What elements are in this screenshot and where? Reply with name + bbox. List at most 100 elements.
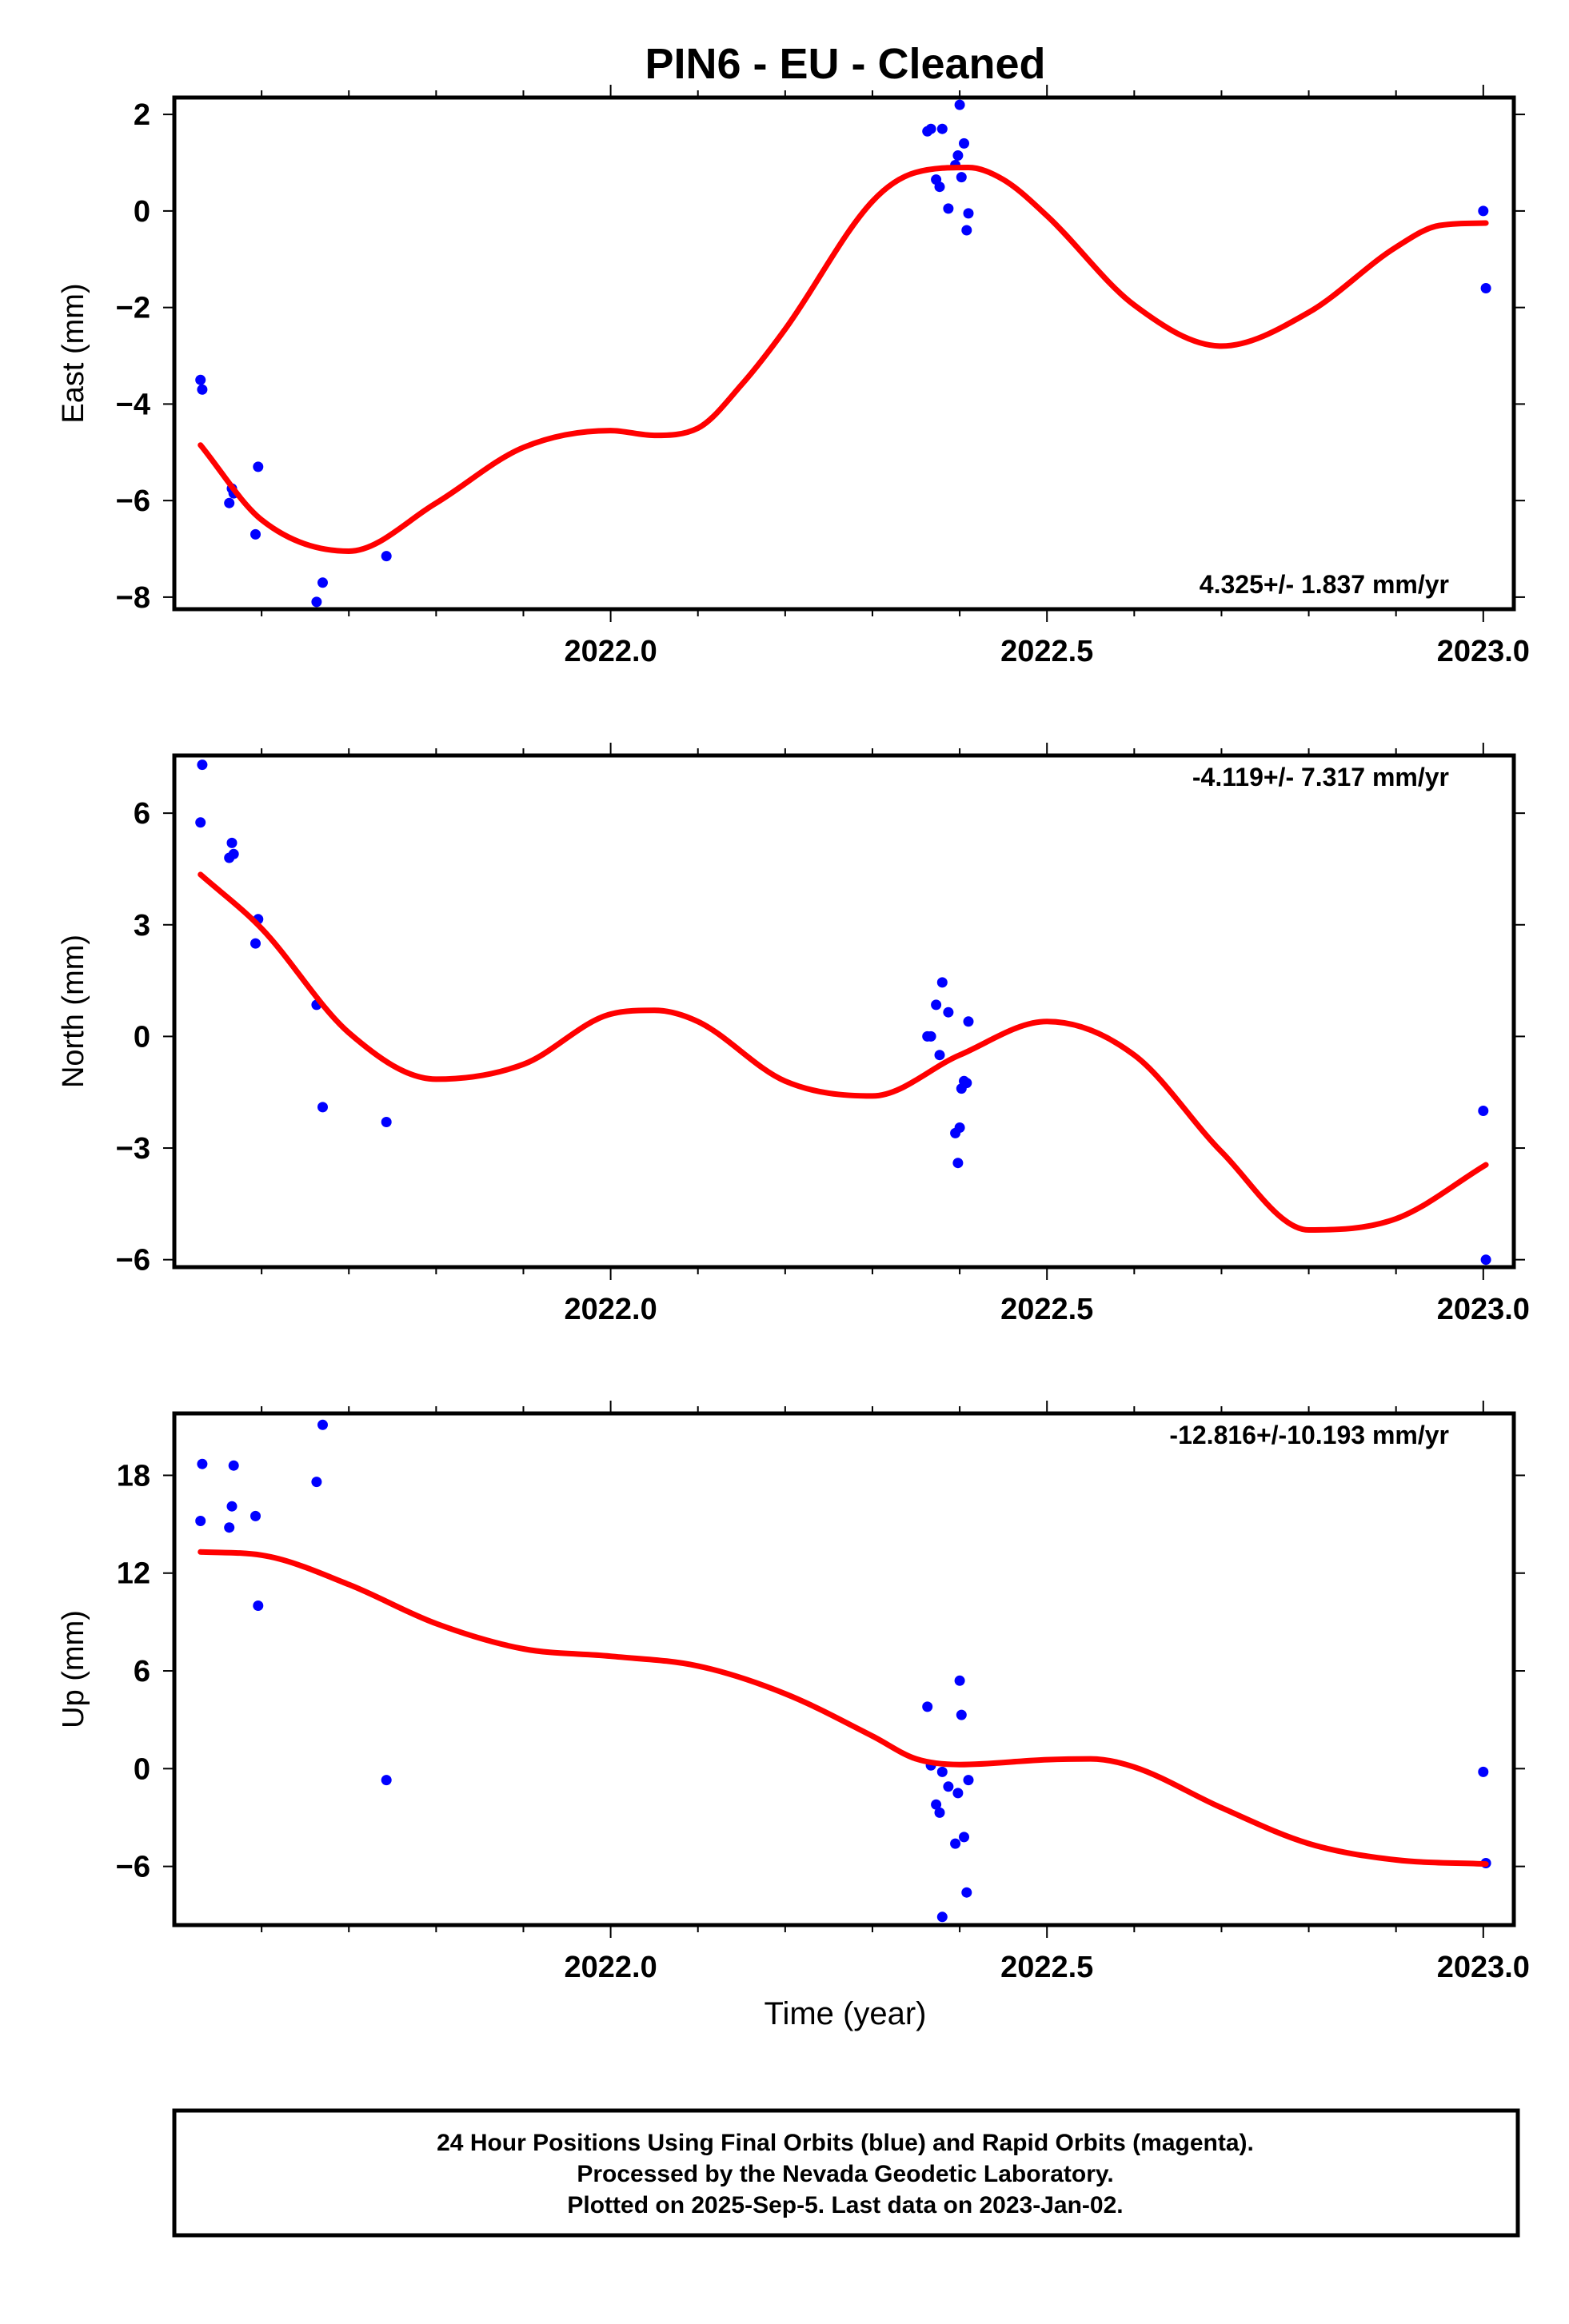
up-data-point — [228, 1460, 239, 1471]
up-data-point — [250, 1510, 261, 1521]
north-data-point — [1480, 1254, 1491, 1266]
up-data-point — [224, 1522, 235, 1533]
east-plot-frame — [172, 95, 1516, 612]
east-data-point — [381, 551, 392, 562]
north-data-point — [197, 759, 208, 771]
up-panel: 2022.0 2022.5 2023.0 18 12 6 0 −6 Up (mm) -12.816… — [57, 1401, 1530, 1984]
x-axis-label: Time (year) — [765, 1996, 927, 2031]
up-y-tick-label: 18 — [117, 1459, 150, 1493]
east-y-tick-label: −2 — [116, 292, 150, 325]
up-data-point — [959, 1832, 969, 1843]
east-y-tick-label: 2 — [134, 98, 150, 132]
north-x-tick-label: 2023.0 — [1437, 1293, 1530, 1326]
north-data-point — [952, 1158, 964, 1169]
north-data-point — [943, 1007, 954, 1018]
east-data-point — [934, 181, 945, 193]
up-points — [195, 1419, 1491, 1923]
up-data-point — [253, 1600, 264, 1611]
east-data-point — [250, 528, 261, 540]
up-y-axis-label: Up (mm) — [57, 1610, 90, 1728]
up-data-point — [956, 1709, 967, 1720]
up-data-point — [952, 1788, 964, 1799]
east-rate-label: 4.325+/- 1.837 mm/yr — [1200, 570, 1449, 599]
up-rate-label: -12.816+/-10.193 mm/yr — [1169, 1421, 1449, 1449]
east-x-tick-label: 2022.5 — [1000, 635, 1093, 668]
up-data-point — [197, 1458, 208, 1469]
up-data-point — [950, 1838, 961, 1849]
east-data-point — [925, 123, 936, 134]
north-data-point — [931, 999, 942, 1011]
east-y-tick-label: 0 — [134, 195, 150, 229]
north-data-point — [963, 1016, 974, 1027]
east-data-point — [956, 172, 967, 183]
east-data-point — [952, 150, 964, 161]
up-y-tick-label: 0 — [134, 1752, 150, 1786]
north-y-tick-label: −3 — [116, 1132, 150, 1166]
up-data-point — [1478, 1766, 1489, 1777]
north-y-axis-label: North (mm) — [57, 935, 90, 1088]
north-data-point — [381, 1117, 392, 1127]
footer-box: 24 Hour Positions Using Final Orbits (bl… — [172, 2108, 1520, 2238]
east-data-point — [253, 461, 264, 472]
north-model-curve — [198, 871, 1489, 1233]
east-data-point — [943, 203, 954, 214]
up-model-curve — [198, 1549, 1489, 1868]
east-y-axis-label: East (mm) — [57, 283, 90, 423]
north-points — [195, 759, 1491, 1266]
up-x-tick-label: 2022.5 — [1000, 1951, 1093, 1984]
north-x-tick-label: 2022.0 — [564, 1293, 657, 1326]
north-x-tick-label: 2022.5 — [1000, 1293, 1093, 1326]
up-x-tick-label: 2023.0 — [1437, 1951, 1530, 1984]
north-y-tick-label: −6 — [116, 1244, 150, 1278]
east-data-point — [1478, 205, 1489, 217]
footer-line-2: Processed by the Nevada Geodetic Laborat… — [577, 2161, 1113, 2187]
east-y-tick-label: −6 — [116, 484, 150, 518]
north-data-point — [936, 977, 948, 988]
east-data-point — [1480, 283, 1491, 293]
north-data-point — [961, 1078, 972, 1089]
east-data-point — [936, 123, 948, 134]
north-data-point — [250, 938, 261, 949]
footer-line-3: Plotted on 2025-Sep-5. Last data on 2023… — [567, 2192, 1123, 2218]
north-y-tick-label: 3 — [134, 909, 150, 943]
east-model-curve — [198, 165, 1489, 554]
east-data-point — [963, 208, 974, 219]
east-data-point — [954, 99, 965, 110]
north-panel: 2022.0 2022.5 2023.0 6 3 0 −3 −6 North (mm) -4.11… — [57, 743, 1530, 1326]
north-plot-frame — [172, 753, 1516, 1270]
north-data-point — [934, 1050, 945, 1061]
east-y-tick-label: −8 — [116, 581, 150, 615]
footer-line-1: 24 Hour Positions Using Final Orbits (bl… — [437, 2130, 1254, 2156]
north-rate-label: -4.119+/- 7.317 mm/yr — [1192, 763, 1449, 791]
panels: 2022.0 2022.5 2023.0 2 0 −2 −4 −6 −8 East (mm) 4.3… — [57, 85, 1530, 1984]
up-data-point — [931, 1799, 942, 1810]
up-plot-frame — [172, 1411, 1516, 1927]
north-data-point — [925, 1030, 936, 1042]
north-data-point — [317, 1102, 328, 1113]
up-data-point — [963, 1775, 974, 1786]
east-x-tick-label: 2022.0 — [564, 635, 657, 668]
east-x-tick-label: 2023.0 — [1437, 635, 1530, 668]
up-y-tick-label: −6 — [116, 1851, 150, 1884]
up-data-point — [934, 1807, 945, 1818]
up-data-point — [961, 1887, 972, 1898]
north-data-point — [195, 817, 206, 828]
east-points — [195, 99, 1491, 608]
up-y-tick-label: 12 — [117, 1557, 150, 1591]
up-data-point — [936, 1911, 948, 1923]
up-data-point — [954, 1675, 965, 1686]
up-data-point — [943, 1781, 954, 1792]
east-data-point — [311, 596, 322, 608]
east-data-point — [224, 497, 235, 508]
up-data-point — [936, 1766, 948, 1777]
up-y-tick-label: 6 — [134, 1655, 150, 1688]
north-data-point — [954, 1122, 965, 1133]
east-data-point — [195, 374, 206, 385]
up-data-point — [381, 1775, 392, 1786]
up-data-point — [195, 1516, 206, 1526]
east-data-point — [197, 384, 208, 395]
east-data-point — [959, 138, 969, 149]
north-y-tick-label: 0 — [134, 1020, 150, 1054]
